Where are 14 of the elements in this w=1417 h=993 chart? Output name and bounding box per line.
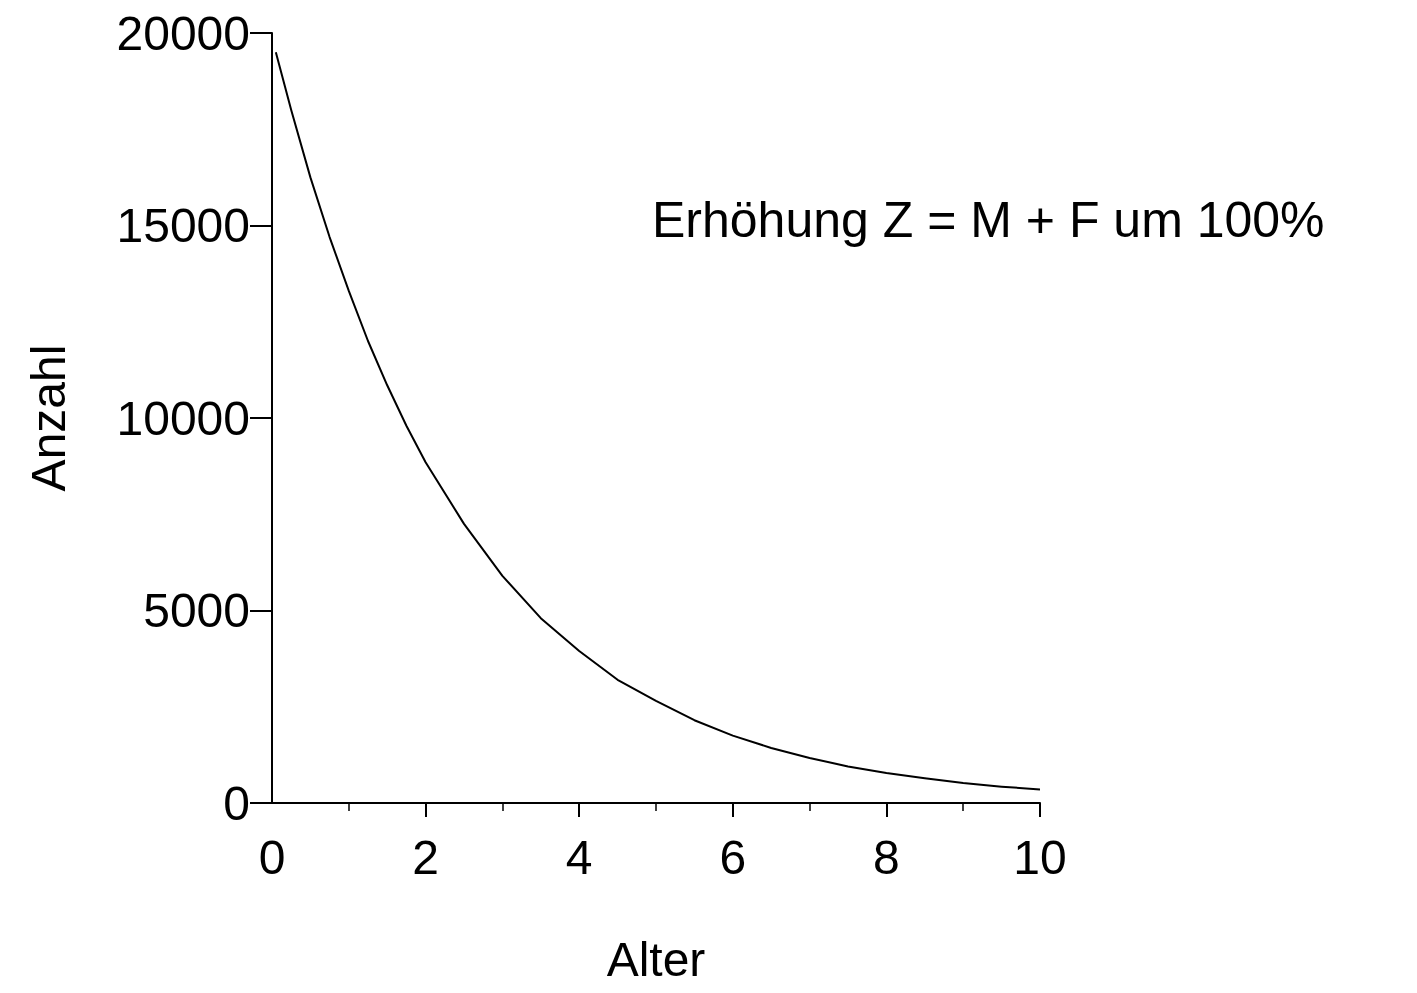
x-axis-title: Alter xyxy=(606,932,706,986)
y-tick-label: 5000 xyxy=(143,584,250,637)
y-tick-label: 10000 xyxy=(116,391,250,445)
x-tick-label: 4 xyxy=(565,830,593,884)
x-tick-label: 8 xyxy=(873,830,900,884)
y-tick-label: 20000 xyxy=(116,6,250,60)
annotation: Erhöhung Z = M + F um 100% xyxy=(652,192,1325,248)
x-tick-label: 0 xyxy=(258,830,286,884)
y-tick-label: 0 xyxy=(223,776,250,830)
y-tick-label: 15000 xyxy=(116,199,250,252)
x-tick-label: 10 xyxy=(1013,830,1067,884)
x-tick-label: 2 xyxy=(412,830,439,884)
y-axis-title: Anzahl xyxy=(21,344,75,492)
x-tick-label: 6 xyxy=(719,830,747,884)
